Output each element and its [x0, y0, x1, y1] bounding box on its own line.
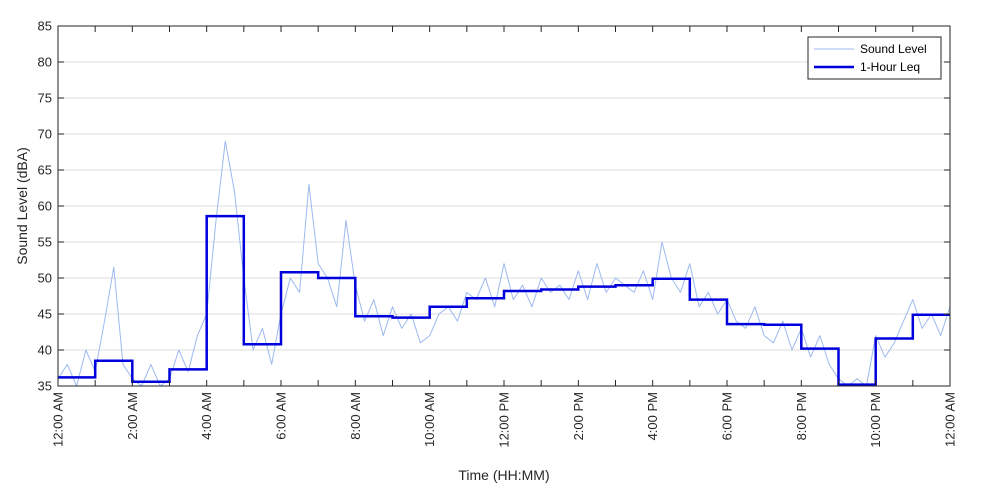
y-tick-label: 75 — [38, 91, 52, 106]
x-tick-label: 12:00 PM — [497, 392, 512, 448]
x-axis-label: Time (HH:MM) — [458, 467, 549, 483]
x-tick-label: 2:00 PM — [571, 392, 586, 440]
x-tick-label: 12:00 AM — [943, 392, 958, 447]
y-tick-label: 70 — [38, 127, 52, 142]
x-tick-label: 4:00 AM — [199, 392, 214, 440]
x-tick-label: 4:00 PM — [645, 392, 660, 440]
x-tick-label: 6:00 PM — [720, 392, 735, 440]
leq-step-line — [58, 214, 950, 386]
x-tick-label: 10:00 PM — [868, 392, 883, 448]
y-tick-label: 35 — [38, 379, 52, 394]
y-tick-label: 50 — [38, 271, 52, 286]
y-axis: 35 40 45 50 55 60 65 70 75 80 85 — [38, 19, 950, 394]
x-tick-label: 6:00 AM — [274, 392, 289, 440]
x-tick-label: 10:00 AM — [422, 392, 437, 447]
y-axis-label: Sound Level (dBA) — [14, 147, 30, 265]
plot-series — [57, 140, 951, 387]
legend-box — [807, 36, 942, 80]
y-tick-label: 45 — [38, 307, 52, 322]
x-axis: 12:00 AM 2:00 AM 4:00 AM 6:00 AM 8:00 AM 10:0… — [51, 26, 958, 448]
legend-label-1-hour-leq: 1-Hour Leq — [860, 60, 920, 74]
x-tick-label: 12:00 AM — [51, 392, 66, 447]
x-tick-label: 8:00 AM — [348, 392, 363, 440]
y-tick-label: 55 — [38, 235, 52, 250]
y-tick-label: 40 — [38, 343, 52, 358]
x-tick-label: 2:00 AM — [125, 392, 140, 440]
y-tick-label: 65 — [38, 163, 52, 178]
y-tick-label: 80 — [38, 55, 52, 70]
y-tick-label: 85 — [38, 19, 52, 34]
y-tick-label: 60 — [38, 199, 52, 214]
legend-label-sound-level: Sound Level — [860, 42, 927, 56]
x-tick-label: 8:00 PM — [794, 392, 809, 440]
legend: Sound Level 1-Hour Leq — [807, 36, 942, 80]
